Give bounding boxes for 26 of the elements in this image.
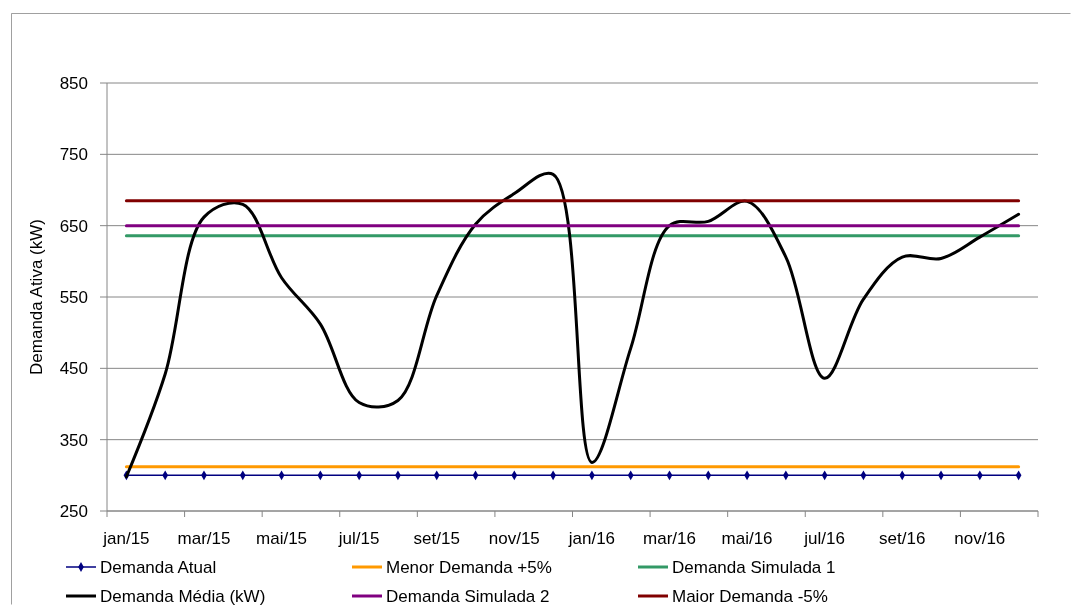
x-tick-label: jan/16 — [567, 528, 616, 548]
x-tick-label: set/16 — [879, 528, 926, 548]
legend-label: Demanda Atual — [100, 557, 217, 577]
x-tick-label: nov/15 — [488, 528, 540, 548]
x-tick-label: jul/15 — [337, 528, 380, 548]
y-tick-label: 750 — [59, 145, 88, 165]
x-tick-label: jan/15 — [102, 528, 150, 548]
x-tick-label: nov/16 — [954, 528, 1006, 548]
y-tick-label: 650 — [59, 216, 88, 236]
y-axis-title: Demanda Ativa (kW) — [26, 219, 46, 375]
x-tick-label: set/15 — [413, 528, 460, 548]
legend-label: Maior Demanda -5% — [672, 586, 828, 605]
x-tick-label: mar/15 — [177, 528, 231, 548]
legend-label: Menor Demanda +5% — [386, 557, 552, 577]
x-tick-label: mai/16 — [721, 528, 773, 548]
y-tick-label: 550 — [59, 287, 88, 307]
x-tick-label: mai/15 — [256, 528, 308, 548]
legend-label: Demanda Simulada 2 — [386, 586, 550, 605]
x-tick-label: mar/16 — [643, 528, 696, 548]
y-tick-label: 350 — [59, 430, 88, 450]
legend-label: Demanda Simulada 1 — [672, 557, 836, 577]
y-tick-label: 450 — [59, 359, 88, 379]
x-tick-label: jul/16 — [803, 528, 845, 548]
y-tick-label: 250 — [59, 501, 88, 521]
y-tick-label: 850 — [59, 73, 88, 93]
legend-label: Demanda Média (kW) — [100, 586, 266, 605]
